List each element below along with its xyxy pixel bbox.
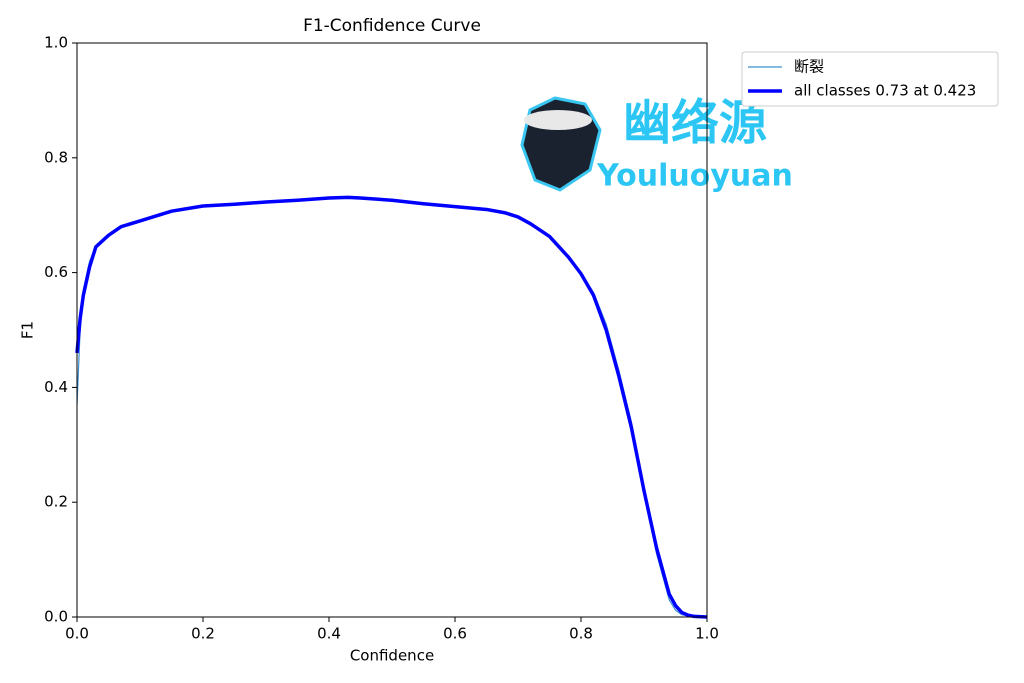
plot-frame [76,42,708,618]
legend-box [741,51,999,107]
y-tick-label: 0.4 [44,378,68,396]
x-tick-label: 0.8 [569,625,593,643]
series-line [75,195,708,619]
x-tick-label: 1.0 [695,625,719,643]
x-tick-label: 0.4 [317,625,341,643]
x-tick-label: 0.2 [191,625,215,643]
y-tick-label: 0.0 [44,608,68,626]
x-tick-label: 0.6 [443,625,467,643]
watermark-logo [520,96,602,192]
y-tick-label: 0.8 [44,148,68,166]
legend-label: 断裂 [794,58,824,76]
y-tick-label: 0.2 [44,493,68,511]
chart-title: F1-Confidence Curve [303,16,481,36]
x-axis-label: Confidence [350,647,434,665]
legend-label: all classes 0.73 at 0.423 [794,82,976,100]
x-tick-label: 0.0 [65,625,89,643]
y-tick-label: 1.0 [44,34,68,52]
watermark-subtitle: Youluoyuan [596,159,793,194]
y-axis-label: F1 [19,321,37,339]
series-line [76,196,708,618]
y-tick-label: 0.6 [44,263,68,281]
